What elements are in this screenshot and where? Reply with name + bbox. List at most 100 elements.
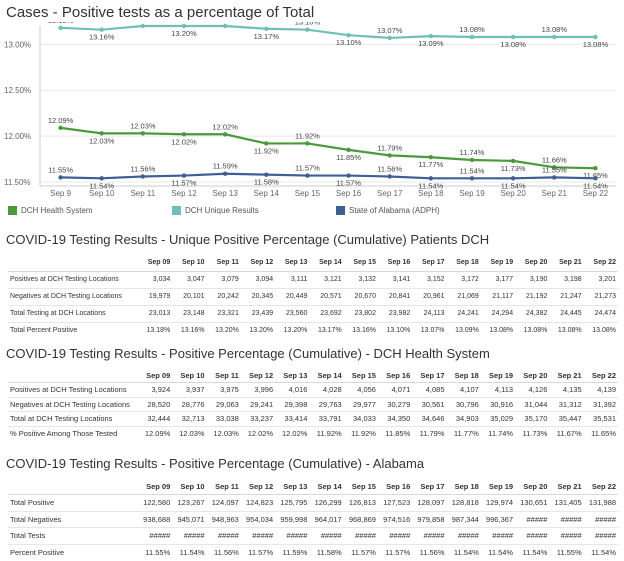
column-header: Sep 20: [515, 478, 550, 495]
table-cell: 24,382: [515, 304, 550, 322]
column-header: Sep 22: [583, 254, 618, 272]
table-cell: 11.85%: [377, 425, 413, 441]
legend-item-state-of-alabama[interactable]: State of Alabama (ADPH): [336, 206, 440, 215]
table-cell: #####: [515, 527, 550, 544]
data-point: [305, 27, 310, 32]
column-header: Sep 11: [206, 368, 241, 383]
table-cell: 11.55%: [549, 543, 584, 561]
data-point: [593, 34, 598, 40]
data-label: 11.74%: [460, 148, 485, 157]
data-label: 13.20%: [212, 22, 238, 23]
table-row: Negatives at DCH Testing Locations 19,979…: [8, 287, 618, 305]
data-label: 13.08%: [459, 25, 485, 34]
table-cell: 33,237: [240, 411, 276, 426]
table-cell: 34,350: [377, 411, 413, 426]
table-cell: 123,267: [172, 494, 207, 511]
column-header: Sep 12: [240, 368, 276, 383]
data-point: [593, 176, 598, 181]
table-cell: 126,813: [343, 494, 378, 511]
row-label: Total Tests: [8, 527, 138, 544]
row-label: Negatives at DCH Testing Locations: [8, 287, 138, 305]
column-header: [8, 368, 138, 383]
x-tick-label: Sep 13: [212, 189, 238, 198]
table-cell: 4,113: [480, 382, 516, 397]
data-label: 13.08%: [542, 25, 568, 34]
table-cell: 945,071: [172, 510, 207, 528]
table-cell: 29,063: [206, 396, 241, 412]
table-cell: 3,079: [206, 270, 241, 288]
table-cell: #####: [583, 510, 618, 528]
table-cell: 21,192: [515, 287, 550, 305]
x-tick-label: Sep 14: [254, 189, 280, 198]
table-cell: 35,170: [515, 411, 550, 426]
table-cell: 29,763: [309, 396, 344, 412]
table-cell: 128,818: [446, 494, 481, 511]
table-cell: 12.03%: [172, 425, 207, 441]
data-label: 11.54%: [418, 181, 443, 190]
row-label: Percent Positive: [8, 543, 138, 561]
table-cell: #####: [549, 527, 584, 544]
table-cell: 12.03%: [206, 425, 241, 441]
data-label: 13.08%: [500, 40, 526, 49]
data-point: [346, 173, 351, 178]
table-cell: 968,869: [343, 510, 378, 528]
table-cell: 938,688: [138, 510, 173, 528]
legend-item-dch-unique-results[interactable]: DCH Unique Results: [172, 206, 259, 215]
table-cell: 13.08%: [515, 321, 550, 339]
legend-item-dch-health-system[interactable]: DCH Health System: [8, 206, 93, 215]
table-cell: 3,141: [377, 270, 413, 288]
table-cell: 4,135: [549, 382, 584, 397]
data-point: [469, 157, 475, 163]
table-cell: 3,152: [412, 270, 447, 288]
x-tick-label: Sep 19: [459, 189, 485, 198]
table-row: Positives at DCH Testing Locations 3,924 3…: [8, 382, 618, 397]
column-header: Sep 18: [446, 478, 481, 495]
table-cell: 11.54%: [583, 543, 618, 561]
data-point: [593, 166, 598, 171]
column-header: Sep 10: [172, 478, 207, 495]
column-header: Sep 21: [549, 478, 584, 495]
table-cell: 24,294: [480, 304, 516, 322]
data-point: [305, 173, 310, 178]
table-cell: 954,034: [240, 510, 276, 528]
data-label: 11.58%: [254, 178, 279, 187]
series-line: [60, 24, 596, 40]
table-cell: 20,449: [275, 287, 310, 305]
data-label: 13.20%: [130, 22, 156, 23]
column-header: Sep 09: [138, 254, 173, 272]
table-cell: 979,858: [412, 510, 447, 528]
data-label: 12.03%: [130, 121, 156, 130]
data-point: [181, 173, 187, 178]
table-cell: 20,961: [412, 287, 447, 305]
data-label: 13.07%: [377, 26, 403, 35]
table-cell: 24,445: [549, 304, 584, 322]
column-header: Sep 15: [343, 478, 378, 495]
table-cell: 4,085: [412, 382, 447, 397]
table-cell: 4,139: [583, 382, 618, 397]
legend-swatch: [172, 206, 181, 215]
column-header: Sep 19: [480, 254, 516, 272]
column-header: Sep 14: [309, 254, 344, 272]
y-axis: 13.00% 12.50% 12.00% 11.50%: [4, 40, 31, 187]
row-label: Negatives at DCH Testing Locations: [8, 396, 138, 412]
table-cell: 30,796: [446, 396, 481, 412]
legend-label: DCH Unique Results: [185, 206, 259, 215]
data-label: 13.09%: [418, 39, 444, 48]
table-row: Percent Positive 11.55% 11.54% 11.56% 11.57%…: [8, 543, 618, 561]
data-label: 11.54%: [460, 166, 485, 175]
table-cell: 125,795: [275, 494, 310, 511]
table-cell: #####: [343, 527, 378, 544]
x-tick-label: Sep 9: [50, 189, 71, 198]
table-cell: 23,802: [343, 304, 378, 322]
line-chart: 13.00%12.50%12.00%11.50% Sep 9 Sep 10 Sep …: [4, 22, 616, 198]
series-line: [60, 172, 596, 180]
gridlines: [39, 26, 616, 187]
table-cell: 11.79%: [412, 425, 447, 441]
data-label: 11.85%: [336, 153, 361, 162]
table-cell: 11.57%: [240, 543, 276, 561]
table-cell: 3,132: [343, 270, 378, 288]
column-header: Sep 22: [583, 478, 618, 495]
data-label: 11.79%: [377, 143, 402, 152]
table-cell: 32,444: [138, 411, 173, 426]
table-cell: 124,823: [240, 494, 276, 511]
